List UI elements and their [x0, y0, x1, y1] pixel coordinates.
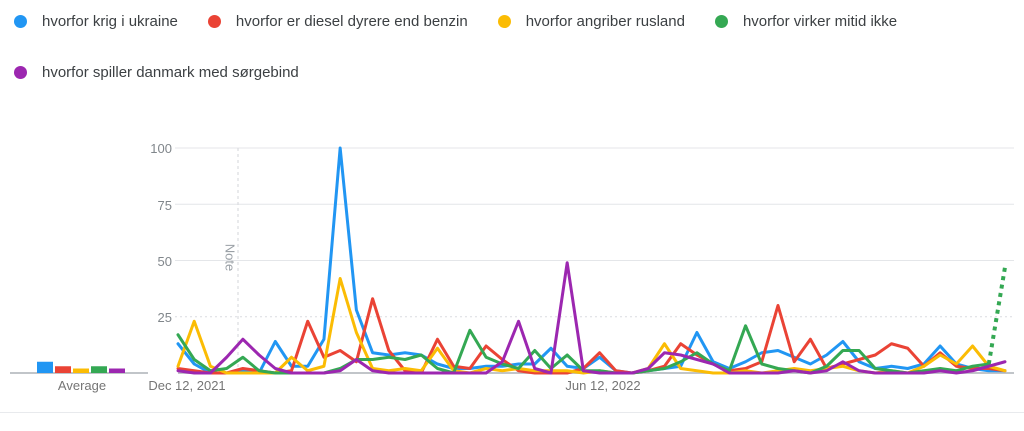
y-axis-tick-75: 75 — [157, 198, 172, 213]
x-axis-tick-dec-2021: Dec 12, 2021 — [148, 378, 226, 393]
legend: hvorfor krig i ukraine hvorfor er diesel… — [14, 13, 1004, 81]
x-axis-tick-jun-2022: Jun 12, 2022 — [565, 378, 641, 393]
series-color-dot-icon — [714, 15, 728, 28]
legend-item-danmark-soergebind: hvorfor spiller danmark med sørgebind — [14, 64, 299, 81]
legend-item-label: hvorfor angriber rusland — [525, 13, 685, 30]
legend-item-diesel-dyrere: hvorfor er diesel dyrere end benzin — [207, 13, 468, 30]
legend-item-krig-i-ukraine: hvorfor krig i ukraine — [14, 13, 178, 30]
average-label: Average — [57, 378, 107, 393]
average-bar — [91, 366, 107, 373]
series-color-dot-icon — [14, 66, 27, 79]
legend-item-label: hvorfor krig i ukraine — [42, 13, 178, 30]
series-line[interactable] — [176, 146, 1007, 375]
series-color-dot-icon — [14, 15, 27, 28]
y-axis-tick-100: 100 — [150, 141, 172, 156]
average-bar — [37, 361, 53, 373]
note-annotation-label: Note — [222, 243, 238, 272]
series-line-partial-data-dotted[interactable] — [986, 266, 1007, 365]
average-bar — [55, 366, 71, 373]
average-bar — [73, 368, 89, 373]
y-axis-tick-25: 25 — [157, 310, 172, 325]
y-axis-tick-50: 50 — [157, 254, 172, 269]
series-color-dot-icon — [497, 15, 511, 28]
legend-item-label: hvorfor virker mitid ikke — [742, 13, 898, 30]
series-line[interactable] — [176, 261, 1007, 375]
legend-item-label: hvorfor er diesel dyrere end benzin — [235, 13, 468, 30]
legend-item-virker-mitid-ikke: hvorfor virker mitid ikke — [714, 13, 898, 30]
legend-item-label: hvorfor spiller danmark med sørgebind — [42, 64, 299, 81]
series-color-dot-icon — [207, 15, 221, 28]
legend-item-angriber-rusland: hvorfor angriber rusland — [497, 13, 685, 30]
series-line[interactable] — [176, 297, 1007, 375]
bottom-divider — [0, 412, 1024, 413]
average-bar — [109, 368, 125, 373]
